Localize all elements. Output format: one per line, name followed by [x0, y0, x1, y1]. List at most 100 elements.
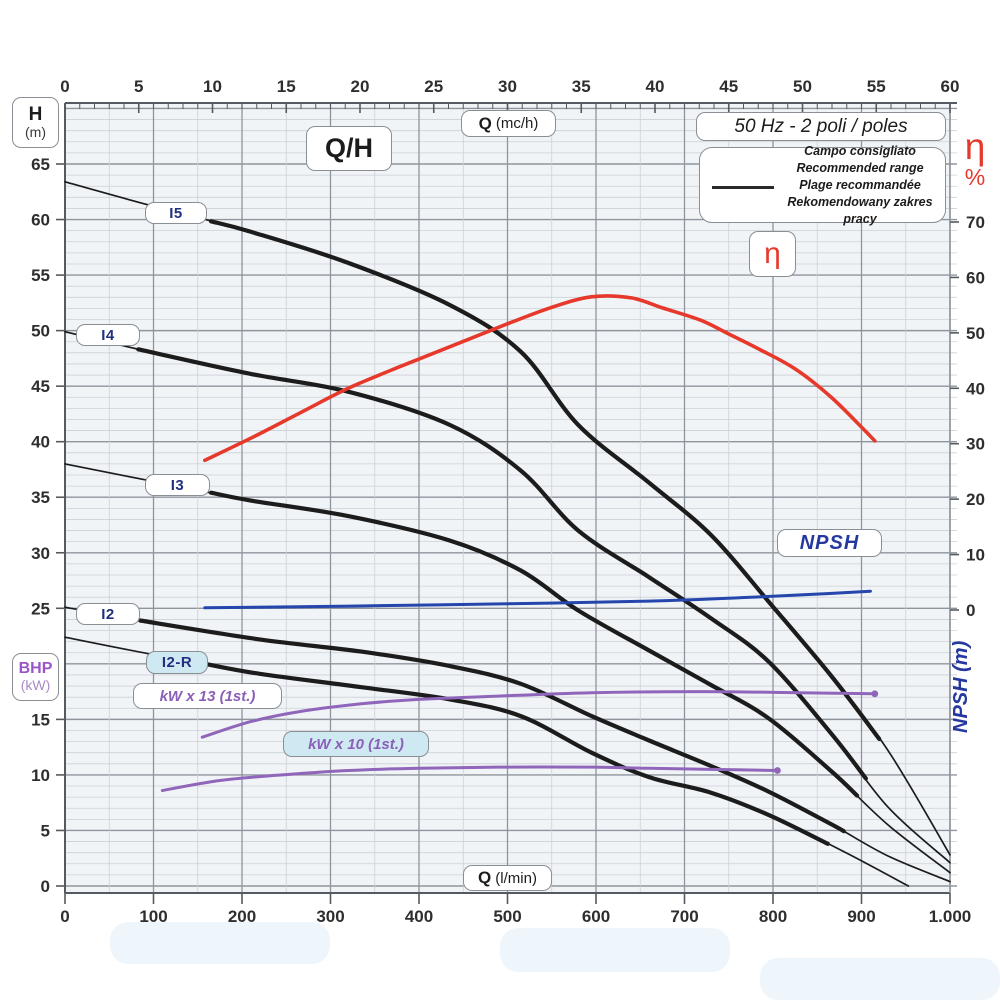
chart-title-box: Q/H [306, 126, 392, 171]
tick-label: 60 [31, 211, 50, 230]
curve-I2 [64, 606, 951, 883]
tick-label: 50 [966, 324, 985, 343]
chart-title: Q/H [324, 133, 373, 163]
bhp-axis-unit-box: BHP (kW) [12, 653, 59, 701]
tick-label: 55 [867, 77, 886, 96]
tick-label: 15 [31, 710, 50, 729]
curve-I5 [64, 180, 951, 856]
npsh-curve-label: NPSH [799, 531, 860, 554]
curve-label-i2: I2 [76, 603, 140, 625]
watermark-blob [760, 958, 1000, 1000]
top-axis-unit-text: (mc/h) [495, 115, 539, 132]
tick-label: 30 [966, 435, 985, 454]
tick-label: 60 [966, 268, 985, 287]
left-axis-unit-text: (m) [25, 124, 46, 141]
tick-label: 40 [966, 379, 985, 398]
watermark-blob [110, 922, 330, 964]
frequency-box: 50 Hz - 2 poli / poles [696, 112, 946, 141]
tick-label: 100 [139, 907, 167, 926]
legend-box: Campo consigliato Recommended range Plag… [699, 144, 946, 226]
tick-label: 55 [31, 266, 50, 285]
tick-label: 0 [966, 601, 975, 620]
curve-label-kw10: kW x 10 (1st.) [283, 731, 429, 757]
grid [65, 103, 957, 893]
tick-label: 40 [646, 77, 665, 96]
curves [64, 180, 951, 887]
tick-label: 5 [134, 77, 143, 96]
tick-label: 35 [572, 77, 591, 96]
tick-label: 700 [670, 907, 698, 926]
tick-label: 400 [405, 907, 433, 926]
tick-label: 25 [31, 599, 50, 618]
tick-label: 5 [41, 821, 50, 840]
tick-label: 50 [793, 77, 812, 96]
bhp-unit: (kW) [20, 677, 51, 694]
tick-label: 35 [31, 488, 50, 507]
left-axis-unit-symbol: H [28, 104, 43, 126]
eta-curve-symbol: η [764, 237, 781, 270]
tick-label: 200 [228, 907, 256, 926]
curve-label-i3: I3 [145, 474, 210, 496]
tick-label: 45 [719, 77, 738, 96]
watermark-blob [500, 928, 730, 972]
legend-line-en: Recommended range [796, 160, 924, 175]
tick-label: 0 [41, 877, 50, 896]
tick-label: 40 [31, 433, 50, 452]
curve-label-i4: I4 [76, 324, 140, 346]
tick-label: 300 [316, 907, 344, 926]
left-axis-unit-box: H (m) [12, 97, 59, 148]
tick-label: 20 [966, 490, 985, 509]
bottom-axis-unit-symbol: Q [478, 868, 492, 887]
eta-curve-badge: η [749, 231, 796, 277]
bottom-axis-unit-text: (l/min) [495, 869, 537, 887]
tick-label: 500 [493, 907, 521, 926]
tick-label: 10 [31, 766, 50, 785]
tick-label: 800 [759, 907, 787, 926]
legend-line-sample [712, 186, 774, 189]
tick-label: 10 [203, 77, 222, 96]
tick-label: 60 [941, 77, 960, 96]
curve-kW x 10 (1st.) [160, 765, 781, 792]
npsh-axis-label: NPSH (m) [950, 640, 972, 734]
curve-end-cap [774, 767, 781, 774]
curve-I3 [64, 463, 951, 874]
bottom-axis-unit-box: Q (l/min) [463, 865, 552, 891]
curve-NPSH [203, 589, 872, 610]
tick-label: 15 [277, 77, 296, 96]
legend-line-it: Campo consigliato [804, 143, 916, 158]
tick-label: 30 [498, 77, 517, 96]
tick-label: 1.000 [929, 907, 972, 926]
curve-label-i2r: I2-R [146, 651, 208, 674]
tick-label: 0 [60, 907, 69, 926]
tick-label: 30 [31, 544, 50, 563]
tick-label: 900 [847, 907, 875, 926]
right-axis-percent-symbol: % [964, 164, 986, 190]
curve-η [203, 294, 877, 463]
frequency-text: 50 Hz - 2 poli / poles [734, 115, 908, 137]
curve-label-i5: I5 [145, 202, 207, 224]
right-axis-header: η % [953, 128, 997, 190]
npsh-curve-badge: NPSH [777, 529, 882, 557]
tick-label: 10 [966, 546, 985, 565]
curve-end-cap [871, 690, 879, 698]
right-axis-eta-symbol: η [964, 126, 986, 167]
curve-label-kw13: kW x 13 (1st.) [133, 683, 282, 709]
legend-text-block: Campo consigliato Recommended range Plag… [780, 143, 940, 228]
tick-label: 600 [582, 907, 610, 926]
curve-I4 [64, 330, 951, 864]
curve-kW x 13 (1st.) [200, 690, 879, 739]
tick-label: 0 [60, 77, 69, 96]
tick-label: 65 [31, 155, 50, 174]
legend-line-fr: Plage recommandée [799, 177, 921, 192]
tick-label: 20 [351, 77, 370, 96]
tick-label: 70 [966, 213, 985, 232]
axis-ticks: 0 5 10 15 20 25 30 35 40 45 50 55 600 100 200 300 400 500… [31, 77, 985, 926]
top-axis-unit-symbol: Q [478, 113, 492, 133]
tick-label: 45 [31, 377, 50, 396]
curve-I2-R [64, 636, 910, 887]
top-axis-unit-box: Q (mc/h) [461, 110, 556, 137]
bhp-label: BHP [18, 660, 53, 678]
tick-label: 25 [424, 77, 443, 96]
